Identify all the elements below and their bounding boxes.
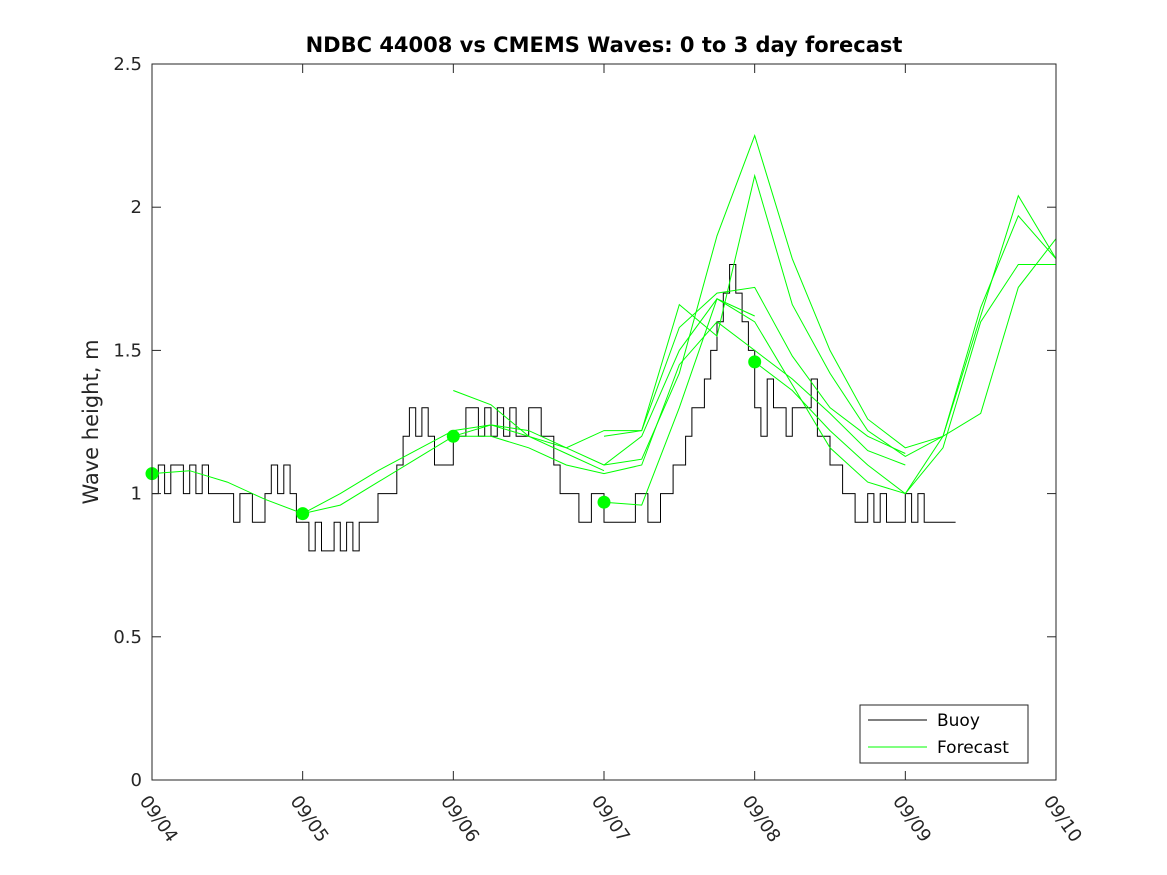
chart-title: NDBC 44008 vs CMEMS Waves: 0 to 3 day fo… (306, 33, 903, 57)
forecast-series-line-6 (603, 134, 1057, 466)
plot-area (152, 64, 1056, 780)
legend-label-forecast: Forecast (937, 738, 1009, 758)
forecast-start-marker-2 (446, 429, 460, 443)
forecast-series-line-1 (302, 298, 755, 515)
forecast-series-line-3 (603, 264, 1056, 506)
legend-box (859, 704, 1029, 764)
forecast-series-line-5 (453, 286, 906, 454)
forecast-start-marker-3 (597, 495, 611, 509)
y-tick-label-1: 0.5 (113, 627, 142, 648)
forecast-series-line-7 (603, 173, 1057, 457)
series-layer (145, 134, 1057, 552)
legend: Buoy Forecast (859, 704, 1029, 764)
y-tick-label-3: 1.5 (113, 340, 142, 361)
forecast-series-line-4 (754, 214, 1057, 495)
forecast-start-marker-4 (748, 355, 762, 369)
buoy-series-line (152, 264, 956, 552)
y-tick-label-4: 2 (131, 197, 142, 218)
forecast-series-line-2 (453, 321, 906, 475)
forecast-start-marker-1 (296, 507, 310, 521)
y-tick-label-2: 1 (131, 484, 142, 505)
y-tick-label-5: 2.5 (113, 54, 142, 75)
y-axis-label: Wave height, m (79, 339, 103, 504)
y-tick-label-0: 0 (131, 770, 142, 791)
legend-label-buoy: Buoy (937, 711, 980, 731)
